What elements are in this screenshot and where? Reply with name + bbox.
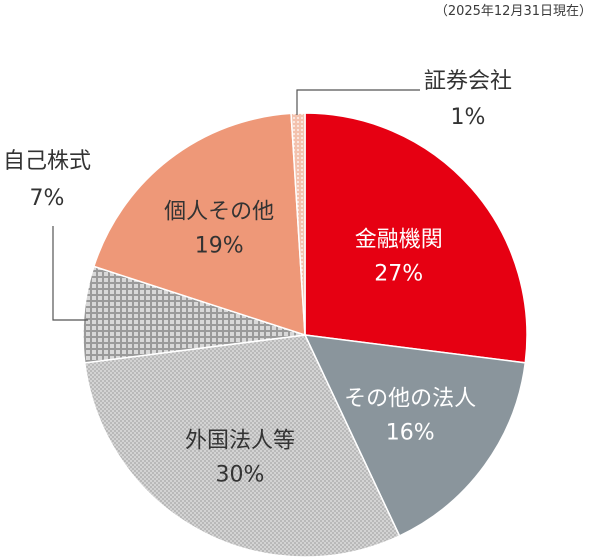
slice-6-wedge: [290, 112, 306, 336]
slice-3-wedge: [83, 334, 401, 558]
slice-4-leader-line: [52, 226, 88, 321]
slice-2-wedge: [303, 334, 527, 537]
slice-5-name-label: 個人その他: [164, 199, 274, 224]
slice-5-value-label: 19%: [195, 233, 244, 258]
slice-4-value-label: 7%: [30, 186, 65, 211]
slice-1-wedge: [304, 112, 528, 364]
slice-6-name-label: 証券会社: [424, 69, 512, 94]
slice-2-name-label: その他の法人: [344, 386, 476, 411]
slice-5-wedge: [92, 112, 306, 337]
slice-6-leader-line: [296, 89, 420, 115]
slice-2-value-label: 16%: [386, 420, 435, 445]
slice-1-value-label: 27%: [374, 261, 423, 286]
as-of-date-note: （2025年12月31日現在）: [434, 4, 592, 19]
slice-4-name-label: 自己株式: [3, 149, 91, 174]
slice-3-name-label: 外国法人等: [185, 428, 295, 453]
slice-1-name-label: 金融機関: [355, 227, 443, 252]
slice-3-value-label: 30%: [216, 462, 265, 487]
slice-6-value-label: 1%: [451, 105, 486, 130]
